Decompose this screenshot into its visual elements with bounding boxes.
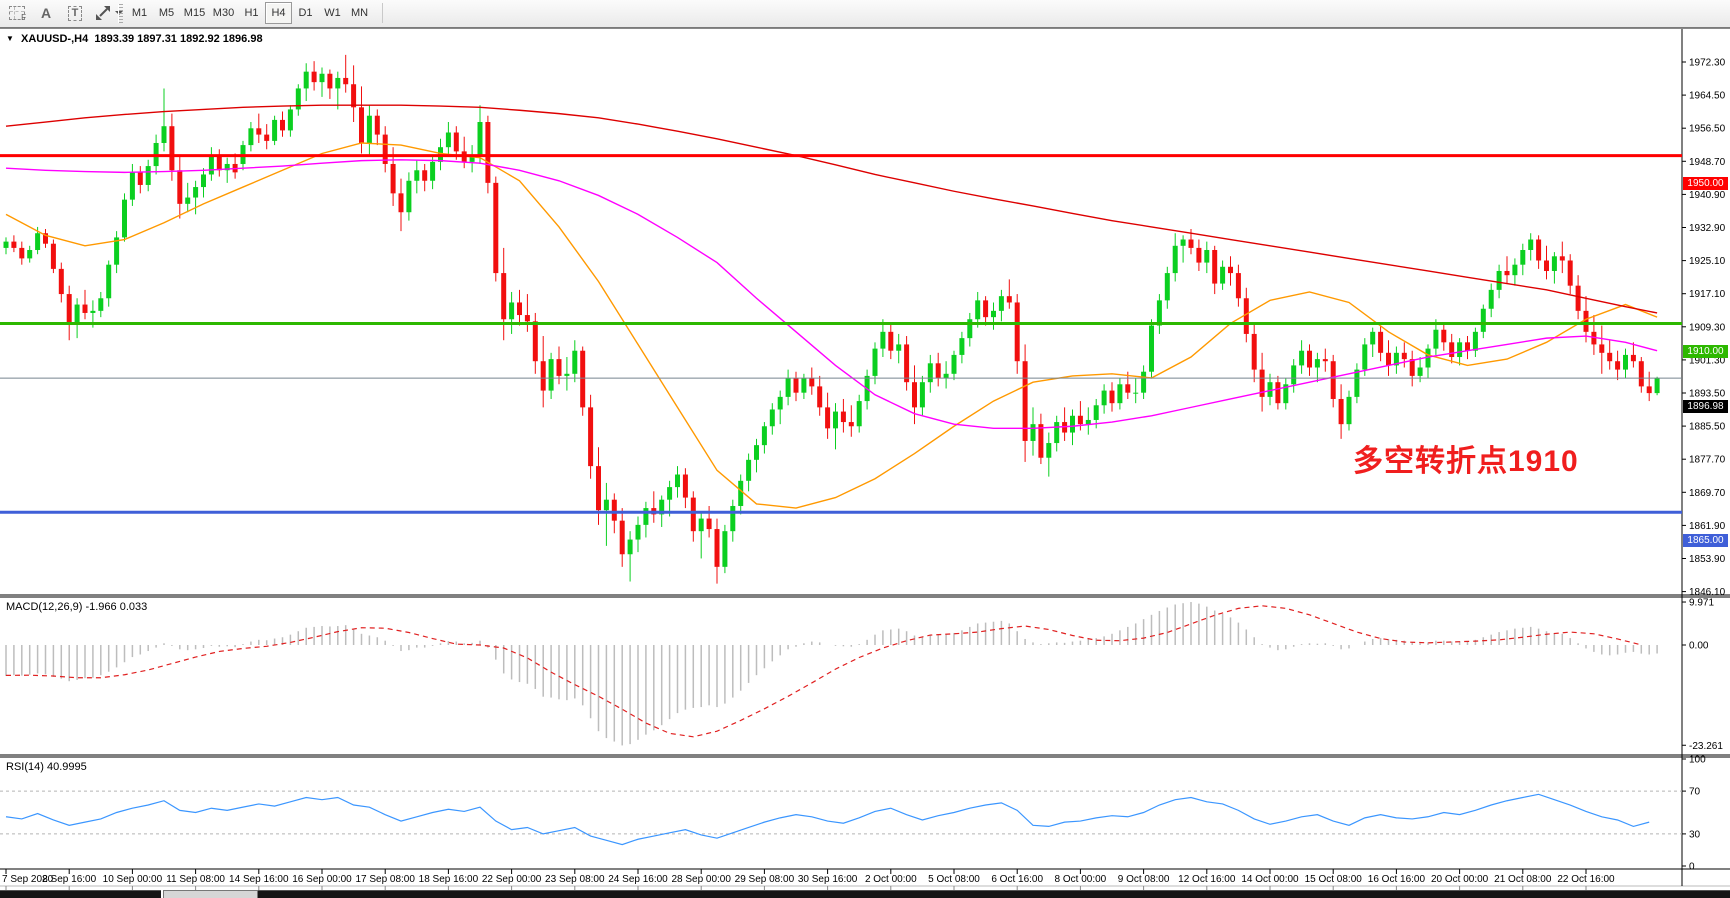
price-axis: 1972.30 1964.50 1956.50 1948.70 1940.90 1932.…	[1682, 58, 1726, 598]
toolbar-separator	[382, 3, 383, 23]
svg-text:16 Oct 16:00: 16 Oct 16:00	[1368, 874, 1426, 885]
rsi-label: RSI(14) 40.9995	[6, 761, 87, 773]
svg-text:7 Sep 2020: 7 Sep 2020	[2, 874, 54, 885]
letter-a-icon: A	[40, 5, 52, 21]
svg-text:1885.50: 1885.50	[1689, 422, 1726, 433]
svg-text:0.00: 0.00	[1689, 641, 1709, 652]
grid-icon: F	[9, 6, 26, 22]
svg-text:10 Sep 00:00: 10 Sep 00:00	[103, 874, 163, 885]
chart-title: ▼ XAUUSD-,H4 1893.39 1897.31 1892.92 189…	[6, 33, 263, 45]
svg-text:14 Sep 16:00: 14 Sep 16:00	[229, 874, 289, 885]
timeframe-w1[interactable]: W1	[319, 2, 346, 24]
timeframe-d1[interactable]: D1	[292, 2, 319, 24]
svg-text:29 Sep 08:00: 29 Sep 08:00	[735, 874, 795, 885]
text-tool-icon[interactable]: T	[64, 3, 86, 23]
chart-canvas[interactable]: 1972.30 1964.50 1956.50 1948.70 1940.90 1932.…	[0, 28, 1730, 898]
svg-text:1964.50: 1964.50	[1689, 91, 1726, 102]
timeframe-m15[interactable]: M15	[180, 2, 209, 24]
ma-slow-red	[5, 104, 1658, 314]
collapse-triangle-icon: ▼	[6, 34, 14, 43]
price-badge-1865: 1865.00	[1683, 533, 1728, 547]
ma-mid-magenta	[5, 159, 1658, 430]
macd-panel: 9.971 0.00 -23.261	[5, 598, 1723, 752]
macd-label: MACD(12,26,9) -1.966 0.033	[6, 601, 148, 613]
svg-text:1948.70: 1948.70	[1689, 157, 1726, 168]
chart-frame	[0, 28, 1730, 887]
diagonal-arrows-icon	[96, 6, 110, 20]
chart-ohlc-values: 1893.39 1897.31 1892.92 1896.98	[94, 33, 263, 45]
svg-text:9 Oct 08:00: 9 Oct 08:00	[1118, 874, 1170, 885]
price-badge-1910: 1910.00	[1683, 344, 1728, 358]
svg-text:100: 100	[1689, 755, 1706, 766]
svg-text:5 Oct 08:00: 5 Oct 08:00	[928, 874, 980, 885]
price-badge-1950: 1950.00	[1683, 177, 1728, 191]
timeframe-m5[interactable]: M5	[153, 2, 180, 24]
text-label-icon[interactable]: A	[36, 3, 56, 23]
rsi-panel: 100 70 30 0	[0, 755, 1706, 873]
svg-text:70: 70	[1689, 787, 1701, 798]
svg-text:1932.90: 1932.90	[1689, 223, 1726, 234]
svg-text:1853.90: 1853.90	[1689, 554, 1726, 565]
ma-fast-orange	[5, 142, 1658, 509]
grid-f-letter: F	[21, 13, 26, 22]
trend-annotation: 多空转折点1910	[1353, 445, 1579, 478]
timeframe-h1[interactable]: H1	[238, 2, 265, 24]
svg-text:12 Oct 16:00: 12 Oct 16:00	[1178, 874, 1236, 885]
svg-text:18 Sep 16:00: 18 Sep 16:00	[419, 874, 479, 885]
timeframe-mn[interactable]: MN	[346, 2, 373, 24]
window-edge-bar-left[interactable]	[0, 890, 161, 898]
chart-region[interactable]: 1972.30 1964.50 1956.50 1948.70 1940.90 1932.…	[0, 28, 1730, 898]
svg-text:1901.30: 1901.30	[1689, 355, 1726, 366]
toolbar: F A T M1 M5 M15 M30 H1 H4 D1 W1 MN	[0, 0, 1730, 28]
svg-text:1893.50: 1893.50	[1689, 389, 1726, 400]
new-indicator-window-icon[interactable]: F	[6, 3, 28, 23]
svg-text:8 Oct 00:00: 8 Oct 00:00	[1055, 874, 1107, 885]
svg-text:1925.10: 1925.10	[1689, 256, 1726, 267]
svg-text:30 Sep 16:00: 30 Sep 16:00	[798, 874, 858, 885]
svg-text:1877.70: 1877.70	[1689, 455, 1726, 466]
svg-text:1917.10: 1917.10	[1689, 289, 1726, 300]
current-price-badge: 1896.98	[1683, 399, 1728, 413]
timeframe-m1[interactable]: M1	[126, 2, 153, 24]
svg-text:24 Sep 16:00: 24 Sep 16:00	[608, 874, 668, 885]
timeframe-h4[interactable]: H4	[265, 2, 292, 24]
svg-text:22 Oct 16:00: 22 Oct 16:00	[1557, 874, 1615, 885]
timeframe-m30[interactable]: M30	[209, 2, 238, 24]
svg-text:1956.50: 1956.50	[1689, 124, 1726, 135]
horizontal-lines	[0, 154, 1682, 514]
svg-text:1861.90: 1861.90	[1689, 521, 1726, 532]
chart-symbol-period: XAUUSD-,H4	[20, 33, 89, 45]
svg-text:23 Sep 08:00: 23 Sep 08:00	[545, 874, 605, 885]
svg-text:20 Oct 00:00: 20 Oct 00:00	[1431, 874, 1489, 885]
letter-t-icon: T	[67, 5, 83, 21]
candles-layer	[3, 54, 1660, 584]
svg-text:15 Oct 08:00: 15 Oct 08:00	[1305, 874, 1363, 885]
svg-text:22 Sep 00:00: 22 Sep 00:00	[482, 874, 542, 885]
svg-text:1846.10: 1846.10	[1689, 587, 1726, 598]
svg-text:2 Oct 00:00: 2 Oct 00:00	[865, 874, 917, 885]
svg-text:-23.261: -23.261	[1689, 741, 1723, 752]
svg-text:6 Oct 16:00: 6 Oct 16:00	[991, 874, 1043, 885]
svg-text:1972.30: 1972.30	[1689, 58, 1726, 69]
toolbar-grip[interactable]	[118, 4, 123, 23]
svg-text:21 Oct 08:00: 21 Oct 08:00	[1494, 874, 1552, 885]
svg-text:17 Sep 08:00: 17 Sep 08:00	[355, 874, 415, 885]
svg-text:1940.90: 1940.90	[1689, 190, 1726, 201]
svg-text:1869.70: 1869.70	[1689, 488, 1726, 499]
window-edge-bar-right[interactable]	[258, 890, 1730, 898]
svg-text:14 Oct 00:00: 14 Oct 00:00	[1241, 874, 1299, 885]
svg-text:1909.30: 1909.30	[1689, 322, 1726, 333]
window-edge-bar-middle[interactable]	[163, 890, 258, 898]
svg-text:30: 30	[1689, 829, 1701, 840]
svg-text:8 Sep 16:00: 8 Sep 16:00	[42, 874, 96, 885]
svg-text:0: 0	[1689, 862, 1695, 873]
svg-text:28 Sep 00:00: 28 Sep 00:00	[671, 874, 731, 885]
svg-text:16 Sep 00:00: 16 Sep 00:00	[292, 874, 352, 885]
svg-text:9.971: 9.971	[1689, 598, 1714, 609]
svg-text:11 Sep 08:00: 11 Sep 08:00	[166, 874, 225, 885]
